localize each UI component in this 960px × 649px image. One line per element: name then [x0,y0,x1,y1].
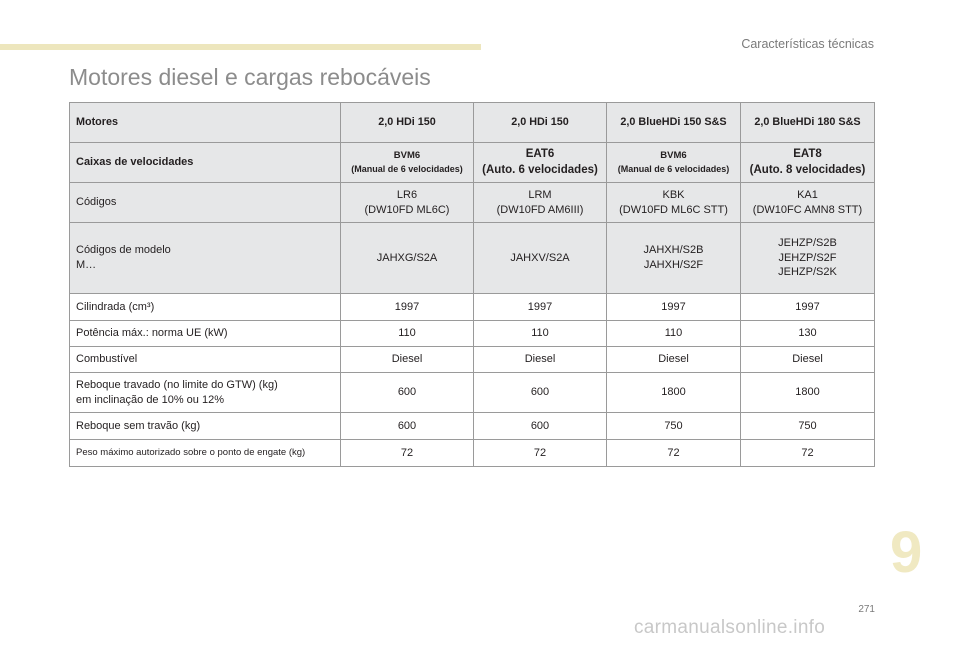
code-cell: KA1 (DW10FC AMN8 STT) [740,182,875,223]
table-cell: 1997 [740,293,875,321]
row-label-line1: Reboque travado (no limite do GTW) (kg) [76,378,278,391]
table-cell: 130 [740,320,875,347]
header-label-engines: Motores [69,102,341,143]
row-label: Combustível [69,346,341,373]
table-row: Reboque sem travão (kg) 600 600 750 750 [69,412,875,440]
table-cell: 1800 [606,372,741,413]
table-cell: 1997 [340,293,474,321]
table-cell: 1997 [606,293,741,321]
gearbox-name: BVM6 [393,150,421,162]
gearbox-name: EAT8 [793,147,822,160]
engine-column-header: 2,0 HDi 150 [473,102,607,143]
model-code: JAHXG/S2A [376,251,438,264]
chapter-number: 9 [890,520,923,585]
table-cell: 72 [340,439,474,467]
model-codes-label-line2: M… [76,259,97,271]
gearbox-name: BVM6 [660,150,687,162]
table-cell: Diesel [740,346,875,373]
model-code-cell: JAHXH/S2B JAHXH/S2F [606,222,741,294]
table-cell: 1800 [740,372,875,413]
page-title: Motores diesel e cargas rebocáveis [69,64,431,90]
row-label: Reboque sem travão (kg) [69,412,341,440]
code-value: KBK [662,188,685,201]
gearbox-cell: EAT8 (Auto. 8 velocidades) [740,142,875,183]
table-row: Combustível Diesel Diesel Diesel Diesel [69,346,875,373]
table-row: Peso máximo autorizado sobre o ponto de … [69,439,875,467]
row-label-line2: em inclinação de 10% ou 12% [76,393,224,406]
model-code: JAHXH/S2B [643,244,704,257]
engine-spec-table: Motores 2,0 HDi 150 2,0 HDi 150 2,0 Blue… [69,102,875,467]
table-cell: 600 [473,372,607,413]
table-cell: 110 [340,320,474,347]
model-code: JAHXH/S2F [643,259,704,271]
table-cell: 750 [606,412,741,440]
gearbox-cell: BVM6 (Manual de 6 velocidades) [606,142,741,183]
codes-row: Códigos LR6 (DW10FD ML6C) LRM (DW10FD AM6I… [69,182,875,223]
table-cell: Diesel [340,346,474,373]
gearbox-cell: EAT6 (Auto. 6 velocidades) [473,142,607,183]
model-code: JEHZP/S2F [778,251,837,264]
row-label: Peso máximo autorizado sobre o ponto de … [69,439,341,467]
engine-column-header: 2,0 BlueHDi 180 S&S [740,102,875,143]
table-cell: 72 [606,439,741,467]
table-row: Reboque travado (no limite do GTW) (kg) e… [69,372,875,413]
engine-type: (DW10FD ML6C STT) [619,203,728,216]
model-code: JEHZP/S2B [778,236,837,249]
gearbox-detail: (Manual de 6 velocidades) [617,163,730,174]
model-code: JAHXV/S2A [510,251,570,264]
page-number: 271 [858,604,875,615]
code-cell: LR6 (DW10FD ML6C) [340,182,474,223]
gearbox-detail: (Auto. 8 velocidades) [749,163,866,176]
model-code-cell: JEHZP/S2B JEHZP/S2F JEHZP/S2K [740,222,875,294]
row-label: Reboque travado (no limite do GTW) (kg) e… [69,372,341,413]
table-cell: 600 [340,372,474,413]
gearbox-name: EAT6 [525,147,555,160]
table-cell: Diesel [473,346,607,373]
model-code-cell: JAHXV/S2A [473,222,607,294]
codes-label: Códigos [69,182,341,223]
table-row: Potência máx.: norma UE (kW) 110 110 110… [69,320,875,347]
gearbox-row: Caixas de velocidades BVM6 (Manual de 6 … [69,142,875,183]
table-row: Cilindrada (cm³) 1997 1997 1997 1997 [69,293,875,321]
table-cell: 110 [606,320,741,347]
model-code-cell: JAHXG/S2A [340,222,474,294]
watermark: carmanualsonline.info [634,617,826,638]
engine-type: (DW10FC AMN8 STT) [752,203,863,216]
table-cell: 600 [340,412,474,440]
table-cell: 72 [740,439,875,467]
model-codes-row: Códigos de modelo M… JAHXG/S2A JAHXV/S2A … [69,222,875,294]
row-label: Cilindrada (cm³) [69,293,341,321]
table-cell: Diesel [606,346,741,373]
table-cell: 1997 [473,293,607,321]
engine-type: (DW10FD AM6III) [496,203,584,216]
gearbox-cell: BVM6 (Manual de 6 velocidades) [340,142,474,183]
gearbox-detail: (Manual de 6 velocidades) [351,163,463,174]
section-header: Características técnicas [741,37,874,51]
code-value: LR6 [396,188,418,201]
gearbox-label: Caixas de velocidades [69,142,341,183]
row-label: Potência máx.: norma UE (kW) [69,320,341,347]
code-value: KA1 [797,188,818,201]
table-cell: 110 [473,320,607,347]
code-value: LRM [528,188,552,201]
model-codes-label: Códigos de modelo M… [69,222,341,294]
engine-column-header: 2,0 BlueHDi 150 S&S [606,102,741,143]
model-codes-label-line1: Códigos de modelo [76,244,171,257]
table-cell: 750 [740,412,875,440]
accent-bar [0,44,481,50]
model-code: JEHZP/S2K [778,266,837,279]
table-cell: 72 [473,439,607,467]
engine-column-header: 2,0 HDi 150 [340,102,474,143]
table-header-row: Motores 2,0 HDi 150 2,0 HDi 150 2,0 Blue… [69,102,875,143]
code-cell: LRM (DW10FD AM6III) [473,182,607,223]
gearbox-detail: (Auto. 6 velocidades) [482,163,598,176]
code-cell: KBK (DW10FD ML6C STT) [606,182,741,223]
engine-type: (DW10FD ML6C) [364,203,450,216]
table-cell: 600 [473,412,607,440]
